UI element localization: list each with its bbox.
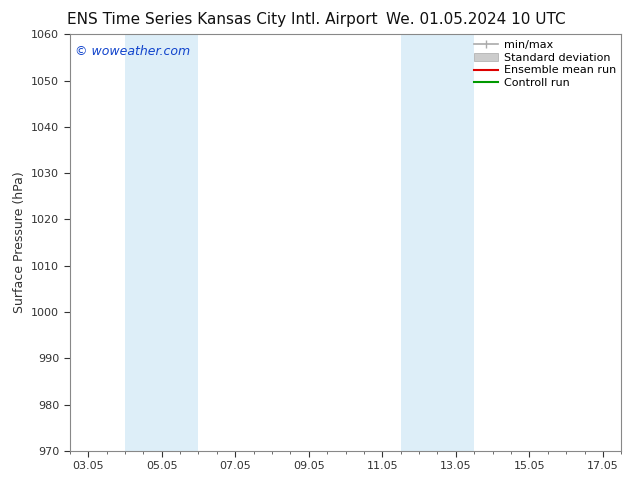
Text: © woweather.com: © woweather.com (75, 45, 190, 58)
Text: We. 01.05.2024 10 UTC: We. 01.05.2024 10 UTC (385, 12, 566, 27)
Text: ENS Time Series Kansas City Intl. Airport: ENS Time Series Kansas City Intl. Airpor… (67, 12, 377, 27)
Bar (125, 34, 198, 451)
Legend: min/max, Standard deviation, Ensemble mean run, Controll run: min/max, Standard deviation, Ensemble me… (470, 37, 619, 92)
Bar (401, 34, 474, 451)
Y-axis label: Surface Pressure (hPa): Surface Pressure (hPa) (13, 172, 25, 314)
